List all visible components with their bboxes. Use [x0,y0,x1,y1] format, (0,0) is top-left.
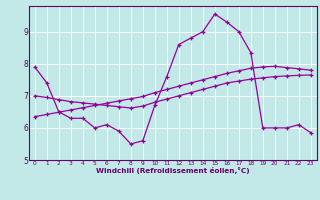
X-axis label: Windchill (Refroidissement éolien,°C): Windchill (Refroidissement éolien,°C) [96,167,250,174]
